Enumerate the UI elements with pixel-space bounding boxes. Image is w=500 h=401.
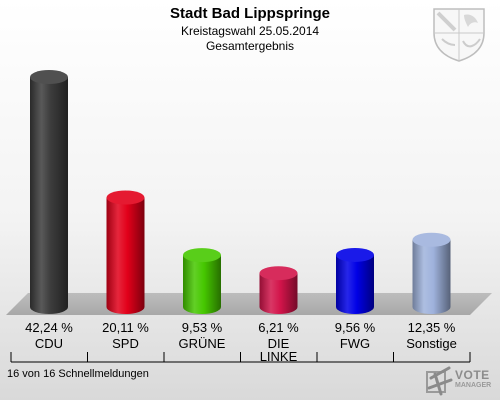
value-label: 12,35 % — [407, 320, 456, 335]
result-subtitle: Gesamtergebnis — [205, 39, 295, 53]
footer-status-text: 16 von 16 Schnellmeldungen — [7, 368, 149, 380]
election-subtitle: Kreistagswahl 25.05.2014 — [180, 24, 320, 38]
category-axis — [10, 352, 471, 363]
bar-top-grüne — [183, 248, 221, 263]
value-label: 42,24 % — [25, 320, 73, 335]
logo-text-manager: MANAGER — [455, 382, 492, 389]
vote-manager-logo: VOTE MANAGER — [425, 366, 497, 398]
bar-top-fwg — [336, 247, 374, 262]
bar-fwg — [336, 254, 374, 314]
value-label: 6,21 % — [258, 320, 299, 335]
bar-sonstige — [412, 239, 451, 314]
chart-title: Stadt Bad Lippspringe — [169, 5, 330, 22]
bar-top-sonstige — [412, 232, 451, 247]
category-label: CDU — [34, 336, 64, 351]
category-label: DIE LINKE — [259, 336, 298, 364]
logo-text-vote: VOTE — [455, 368, 490, 382]
bar-die-linke — [259, 273, 298, 314]
bar-top-die-linke — [259, 266, 298, 281]
ballot-cross-icon — [426, 366, 453, 396]
bar-grüne — [183, 255, 221, 314]
value-label: 9,56 % — [334, 320, 376, 335]
value-label: 9,53 % — [181, 320, 223, 335]
category-label: Sonstige — [406, 336, 457, 351]
category-label: SPD — [112, 336, 139, 351]
bar-spd — [106, 197, 145, 314]
category-label: GRÜNE — [178, 336, 226, 351]
bar-top-cdu — [30, 70, 68, 85]
coat-of-arms-icon — [433, 8, 485, 62]
bar-cdu — [30, 77, 68, 314]
category-label: FWG — [339, 336, 371, 351]
bars-layer — [30, 70, 451, 314]
value-label: 20,11 % — [102, 320, 149, 335]
bar-top-spd — [106, 190, 145, 205]
